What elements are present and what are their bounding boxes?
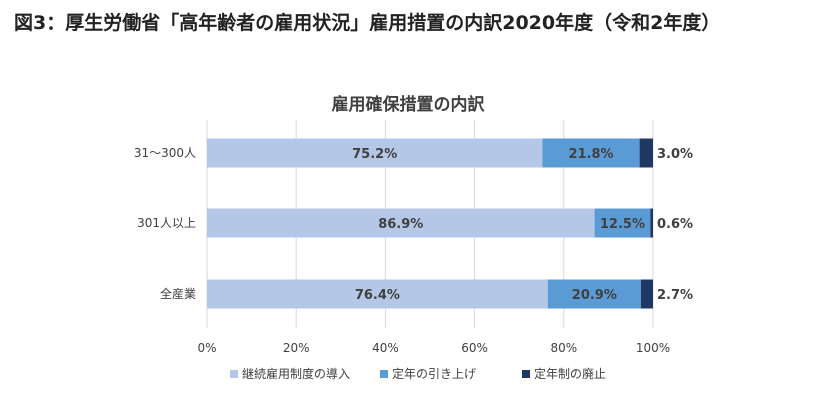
bar-segment (547, 279, 641, 309)
legend-swatch (230, 370, 238, 378)
bar-segment (542, 138, 640, 168)
data-label: 21.8% (568, 147, 613, 162)
data-label: 2.7% (657, 288, 693, 303)
bars (207, 138, 653, 309)
data-label: 86.9% (378, 217, 423, 232)
data-label: 3.0% (657, 147, 693, 162)
bar-segment (650, 208, 653, 238)
x-tick-label: 20% (283, 341, 310, 355)
legend-label: 継続雇用制度の導入 (242, 366, 350, 381)
legend-item: 継続雇用制度の導入 (230, 366, 350, 381)
data-label: 20.9% (572, 288, 617, 303)
data-labels: 75.2% 21.8% 3.0% 86.9% 12.5% 0.6% 76.4% 20.9% 2.… (352, 147, 693, 303)
data-label: 75.2% (352, 147, 397, 162)
bar-segment (207, 138, 543, 168)
x-tick-label: 60% (461, 341, 488, 355)
x-tick-label: 0% (197, 341, 216, 355)
data-label: 0.6% (657, 217, 693, 232)
x-tick-label: 40% (372, 341, 399, 355)
legend-label: 定年の引き上げ (392, 366, 476, 381)
legend-swatch (522, 370, 530, 378)
legend-item: 定年制の廃止 (522, 366, 606, 381)
x-tick-label: 80% (550, 341, 577, 355)
bar-segment (207, 208, 595, 238)
legend-swatch (380, 370, 388, 378)
bar-segment (639, 138, 653, 168)
chart-title: 雇用確保措置の内訳 (332, 94, 486, 115)
legend-item: 定年の引き上げ (380, 366, 476, 381)
category-label: 31～300人 (134, 146, 196, 160)
x-tick-label: 100% (636, 341, 670, 355)
bar-segment (594, 208, 651, 238)
bar-segment (207, 279, 548, 309)
figure-title: 図3：厚生労働省「高年齢者の雇用状況」雇用措置の内訳2020年度（令和2年度） (14, 12, 721, 34)
category-label: 301人以上 (137, 216, 196, 230)
data-label: 12.5% (600, 217, 645, 232)
bar-segment (640, 279, 653, 309)
legend: 継続雇用制度の導入 定年の引き上げ 定年制の廃止 (230, 366, 606, 381)
data-label: 76.4% (355, 288, 400, 303)
legend-label: 定年制の廃止 (534, 366, 606, 381)
category-label: 全産業 (160, 286, 196, 301)
